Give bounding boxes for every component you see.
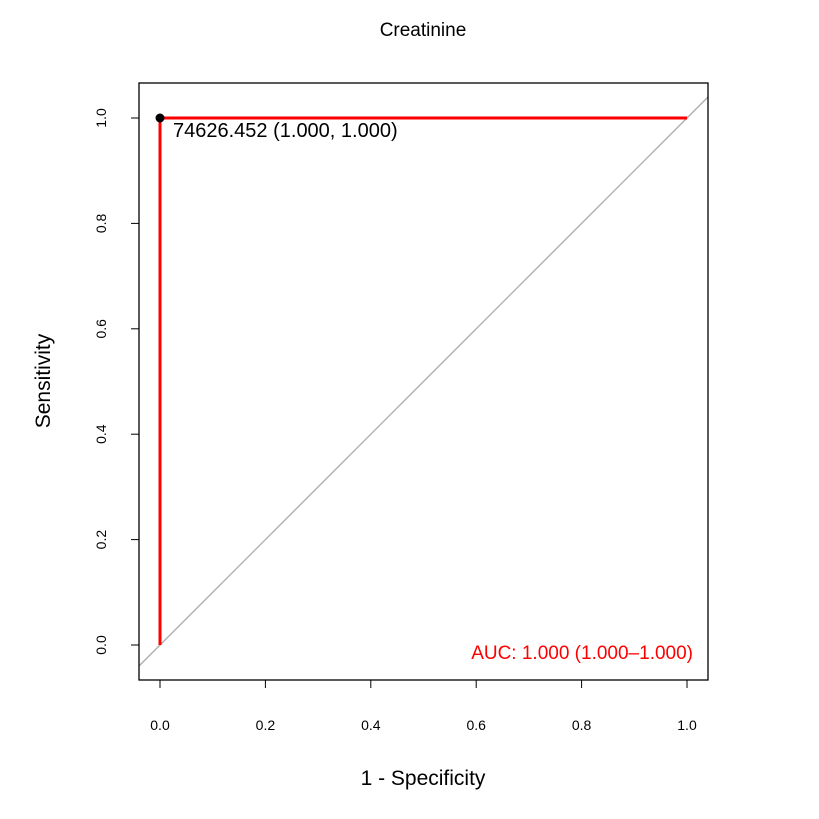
y-tick-label: 1.0 — [93, 108, 109, 128]
x-tick-label: 1.0 — [677, 717, 697, 733]
x-tick-label: 0.8 — [572, 717, 592, 733]
x-tick-label: 0.6 — [466, 717, 486, 733]
y-axis-title: Sensitivity — [32, 333, 55, 428]
chart-title: Creatinine — [380, 20, 467, 41]
x-tick-label: 0.4 — [361, 717, 381, 733]
highlight-layer: 74626.452 (1.000, 1.000) — [155, 113, 398, 142]
y-tick-label: 0.4 — [93, 424, 109, 444]
reference-diagonal-line — [138, 96, 709, 667]
y-tick-label: 0.6 — [93, 319, 109, 339]
x-axis-title: 1 - Specificity — [361, 767, 486, 790]
y-axis: 0.0 0.2 0.4 0.6 0.8 1.0 — [93, 108, 140, 655]
x-tick-label: 0.2 — [256, 717, 276, 733]
y-tick-label: 0.2 — [93, 530, 109, 550]
threshold-point — [155, 113, 165, 123]
x-axis: 0.0 0.2 0.4 0.6 0.8 1.0 — [150, 679, 697, 733]
reference-diagonal-layer — [138, 96, 709, 667]
x-tick-label: 0.0 — [150, 717, 170, 733]
auc-label: AUC: 1.000 (1.000–1.000) — [471, 643, 693, 664]
y-tick-label: 0.8 — [93, 213, 109, 233]
threshold-label: 74626.452 (1.000, 1.000) — [173, 120, 398, 142]
y-tick-label: 0.0 — [93, 635, 109, 655]
